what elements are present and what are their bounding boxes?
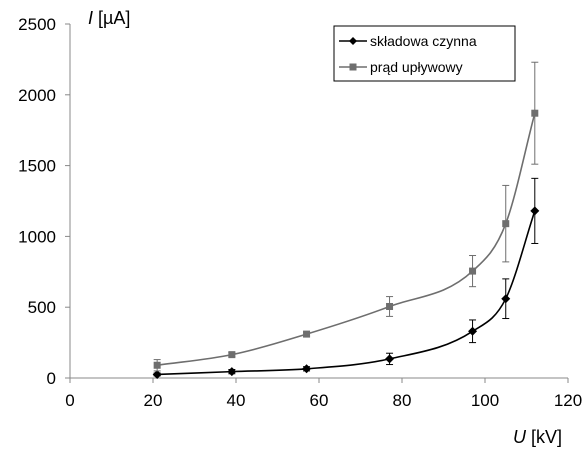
data-point-square: [386, 302, 394, 310]
y-tick-label: 2500: [18, 15, 56, 34]
x-tick-label: 100: [471, 391, 499, 410]
x-axis-label: U [kV]: [513, 427, 562, 447]
y-axis-variable: I: [88, 8, 93, 28]
data-point-square: [531, 109, 539, 117]
data-point-diamond: [227, 367, 237, 377]
y-tick-label: 500: [28, 298, 56, 317]
legend-label-series-1: składowa czynna: [370, 33, 477, 49]
x-tick-label: 20: [144, 391, 163, 410]
legend-marker-series-2: [349, 63, 357, 71]
x-tick-label: 0: [65, 391, 74, 410]
data-point-diamond: [468, 326, 478, 336]
y-tick-label: 0: [47, 369, 56, 388]
legend: składowa czynna prąd upływowy: [333, 25, 516, 82]
y-axis-label: I [µA]: [88, 8, 130, 28]
x-tick-label: 80: [393, 391, 412, 410]
data-point-diamond: [152, 369, 162, 379]
data-point-square: [502, 220, 510, 228]
y-tick-label: 1000: [18, 227, 56, 246]
data-point-diamond: [302, 364, 312, 374]
x-tick-label: 40: [227, 391, 246, 410]
data-point-square: [303, 330, 311, 338]
series-2: [153, 61, 539, 372]
x-tick-label: 60: [310, 391, 329, 410]
data-point-square: [228, 351, 236, 359]
y-tick-label: 2000: [18, 86, 56, 105]
legend-label-series-2: prąd upływowy: [370, 59, 463, 75]
series-1: [152, 177, 540, 379]
data-point-diamond: [530, 206, 540, 216]
series-layer: [152, 61, 540, 379]
data-point-square: [469, 267, 477, 275]
ticks: 0 500 1000 1500 2000 2500 0 20 40 60 80 100 120: [18, 15, 582, 410]
x-axis-unit: [kV]: [526, 427, 562, 447]
y-axis-unit: [µA]: [93, 8, 130, 28]
x-axis-variable: U: [513, 427, 527, 447]
data-point-square: [153, 361, 161, 369]
legend-box: [333, 25, 516, 82]
data-point-diamond: [385, 354, 395, 364]
legend-marker-series-1: [349, 37, 357, 45]
data-point-diamond: [501, 294, 511, 304]
y-tick-label: 1500: [18, 157, 56, 176]
x-tick-label: 120: [554, 391, 582, 410]
series-1-line: [157, 210, 536, 376]
